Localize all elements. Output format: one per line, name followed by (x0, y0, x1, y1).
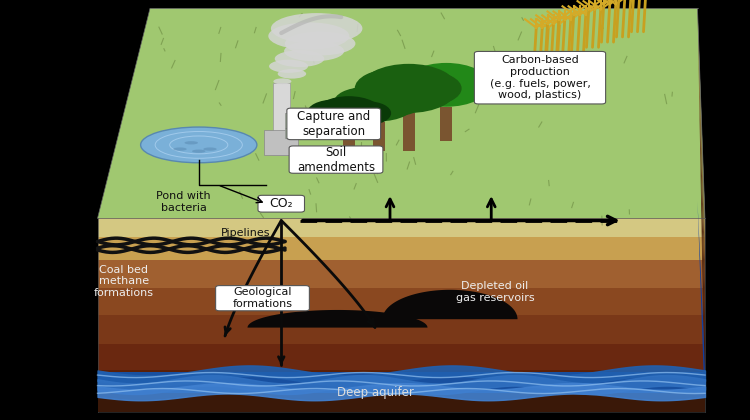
Ellipse shape (334, 87, 394, 118)
Bar (285, 113, 304, 128)
Ellipse shape (203, 147, 217, 151)
Ellipse shape (434, 69, 496, 100)
Text: Soil
amendments: Soil amendments (297, 146, 375, 173)
Ellipse shape (344, 101, 392, 125)
Ellipse shape (360, 64, 458, 113)
Text: Coal bed
methane
formations: Coal bed methane formations (94, 265, 154, 298)
Polygon shape (98, 8, 705, 218)
Text: Capture and
separation: Capture and separation (297, 110, 370, 138)
FancyBboxPatch shape (216, 286, 309, 311)
Ellipse shape (274, 79, 292, 84)
Ellipse shape (307, 100, 361, 127)
Polygon shape (98, 370, 705, 412)
Ellipse shape (268, 22, 350, 50)
Ellipse shape (284, 41, 344, 61)
Bar (373, 122, 385, 151)
Text: Geological
formations: Geological formations (232, 287, 292, 309)
Polygon shape (698, 48, 705, 260)
Ellipse shape (271, 13, 362, 44)
Text: Pond with
bacteria: Pond with bacteria (157, 191, 211, 213)
FancyBboxPatch shape (286, 108, 381, 139)
Ellipse shape (403, 63, 490, 107)
Polygon shape (98, 288, 705, 315)
Text: Pipelines: Pipelines (221, 228, 271, 238)
Ellipse shape (394, 71, 462, 105)
Polygon shape (382, 290, 518, 319)
Bar (343, 130, 355, 155)
Ellipse shape (184, 141, 198, 144)
Ellipse shape (173, 147, 187, 151)
Polygon shape (704, 324, 705, 412)
Bar (264, 130, 298, 155)
Polygon shape (248, 310, 427, 328)
Polygon shape (699, 96, 705, 288)
Ellipse shape (285, 32, 356, 55)
Bar (403, 113, 415, 151)
Polygon shape (98, 237, 705, 260)
Polygon shape (98, 393, 705, 412)
Polygon shape (701, 210, 705, 344)
Polygon shape (703, 271, 705, 370)
Ellipse shape (341, 84, 416, 121)
FancyBboxPatch shape (290, 146, 382, 173)
Ellipse shape (371, 89, 424, 116)
Polygon shape (698, 8, 705, 237)
Text: Deep aquifer: Deep aquifer (337, 386, 413, 399)
Ellipse shape (274, 50, 324, 67)
Ellipse shape (141, 127, 256, 163)
Polygon shape (98, 344, 705, 370)
Text: CO₂: CO₂ (269, 197, 293, 210)
Bar (273, 84, 290, 155)
FancyBboxPatch shape (258, 195, 305, 212)
Ellipse shape (355, 69, 433, 108)
Ellipse shape (315, 96, 382, 130)
Polygon shape (98, 315, 705, 344)
Polygon shape (98, 372, 705, 412)
Bar (440, 107, 452, 141)
Text: Carbon-based
production
(e.g. fuels, power,
wood, plastics): Carbon-based production (e.g. fuels, pow… (490, 55, 590, 100)
Text: Depleted oil
gas reservoirs: Depleted oil gas reservoirs (456, 281, 534, 303)
Polygon shape (700, 153, 705, 315)
FancyBboxPatch shape (474, 52, 606, 104)
Polygon shape (98, 260, 705, 288)
Polygon shape (698, 202, 705, 412)
Bar (285, 128, 304, 138)
Ellipse shape (397, 67, 466, 102)
Ellipse shape (192, 150, 206, 153)
Ellipse shape (278, 69, 306, 79)
Ellipse shape (269, 60, 308, 73)
Polygon shape (98, 218, 705, 237)
